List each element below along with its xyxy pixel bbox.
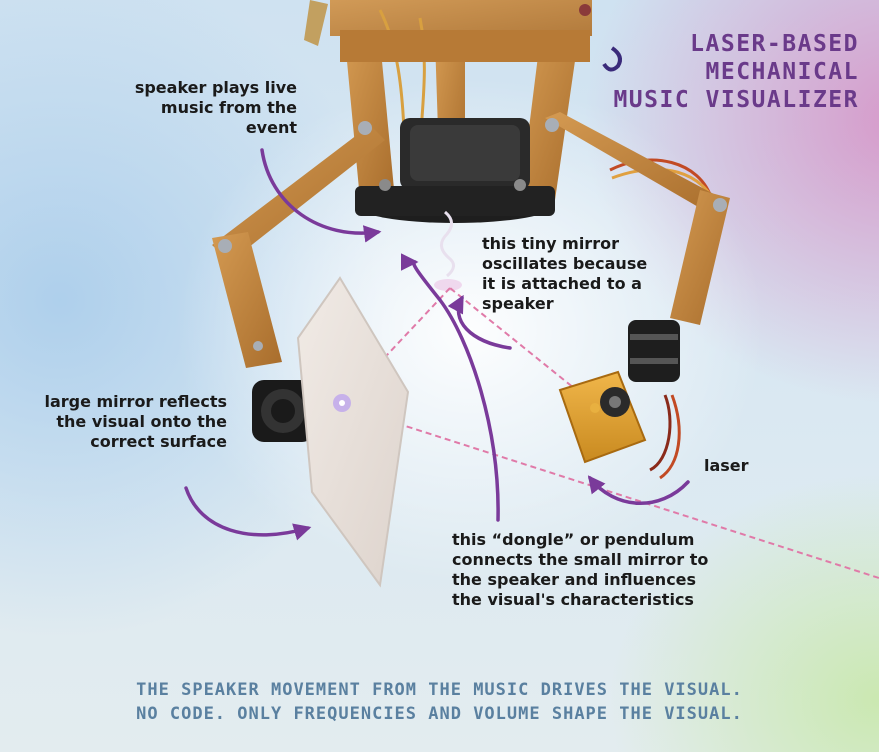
dongle-label-line: the speaker and influences <box>452 570 697 589</box>
speaker-label-line: speaker plays live <box>134 78 297 97</box>
laser-label: laser <box>704 456 749 475</box>
title-line: LASER-BASED <box>690 31 859 57</box>
large-mirror-label-line: large mirror reflects <box>44 392 227 411</box>
arrow-laser <box>587 475 690 505</box>
dongle-label-line: this “dongle” or pendulum <box>452 530 695 549</box>
large-mirror <box>252 276 410 588</box>
speaker-label: speaker plays live music from the event <box>135 78 297 138</box>
speaker-label-line: music from the <box>160 98 297 117</box>
laser-module <box>558 320 680 464</box>
title-line: MECHANICAL <box>705 59 859 85</box>
speaker-label-line: event <box>245 118 297 137</box>
arrow-tiny-mirror <box>447 294 512 350</box>
footer-line: NO CODE. ONLY FREQUENCIES AND VOLUME SHA… <box>136 704 743 724</box>
title-line: MUSIC VISUALIZER <box>613 87 859 113</box>
tiny-mirror-label-line: it is attached to a <box>482 274 642 293</box>
tiny-mirror-label-line: this tiny mirror <box>482 234 619 253</box>
tiny-mirror-label: this tiny mirror oscillates because it i… <box>482 234 647 314</box>
tiny-mirror-label-line: speaker <box>482 294 554 313</box>
arrow-large-mirror <box>184 486 312 541</box>
pendulum <box>434 210 462 291</box>
footer-line: THE SPEAKER MOVEMENT FROM THE MUSIC DRIV… <box>136 680 743 700</box>
speaker <box>355 118 555 223</box>
large-mirror-label-line: the visual onto the <box>56 412 227 431</box>
footer-caption: THE SPEAKER MOVEMENT FROM THE MUSIC DRIV… <box>0 678 879 726</box>
tiny-mirror-label-line: oscillates because <box>482 254 648 273</box>
arrow-dongle <box>400 253 500 522</box>
wooden-frame <box>212 30 730 368</box>
dongle-label-line: the visual's characteristics <box>452 590 694 609</box>
diagram-title: LASER-BASED MECHANICAL MUSIC VISUALIZER <box>613 30 859 114</box>
annotation-arrows <box>184 148 690 541</box>
large-mirror-label-line: correct surface <box>90 432 227 451</box>
arrow-speaker <box>260 148 382 243</box>
dongle-label-line: connects the small mirror to <box>452 550 709 569</box>
dongle-label: this “dongle” or pendulum connects the s… <box>452 530 708 610</box>
large-mirror-label: large mirror reflects the visual onto th… <box>44 392 227 452</box>
